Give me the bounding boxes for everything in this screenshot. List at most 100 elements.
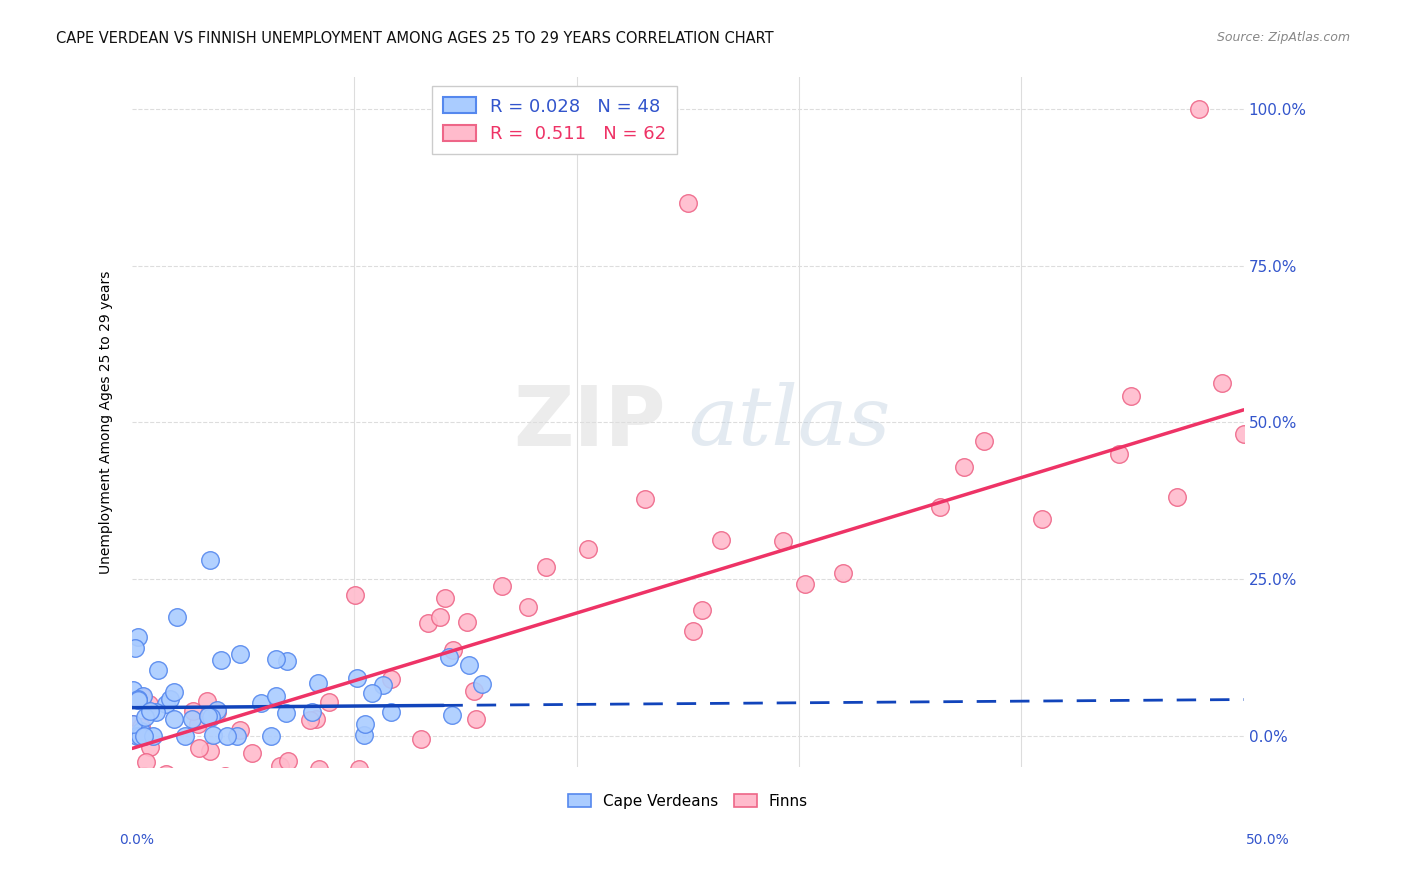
Point — [418, 616, 440, 631]
Point — [122, 682, 145, 697]
Point — [318, 695, 340, 709]
Point — [305, 712, 328, 726]
Point — [163, 712, 186, 726]
Point — [373, 678, 395, 692]
Point — [240, 747, 263, 761]
Point — [159, 692, 181, 706]
Point — [174, 729, 197, 743]
Point — [973, 434, 995, 448]
Point — [277, 754, 299, 768]
Point — [139, 739, 162, 754]
Text: 50.0%: 50.0% — [1246, 833, 1289, 847]
Point — [155, 698, 177, 712]
Point — [198, 744, 221, 758]
Point — [690, 603, 713, 617]
Point — [198, 553, 221, 567]
Point — [269, 758, 291, 772]
Point — [214, 770, 236, 784]
Point — [307, 676, 329, 690]
Point — [380, 673, 402, 687]
Point — [464, 712, 486, 726]
Point — [134, 769, 156, 783]
Point — [202, 728, 225, 742]
Point — [229, 723, 252, 737]
Point — [226, 729, 249, 743]
Point — [437, 650, 460, 665]
Point — [301, 706, 323, 720]
Point — [471, 677, 494, 691]
Point — [517, 600, 540, 615]
Point — [929, 500, 952, 514]
Point — [129, 724, 152, 739]
Point — [576, 542, 599, 557]
Point — [155, 767, 177, 781]
Point — [162, 684, 184, 698]
Point — [166, 609, 188, 624]
Point — [440, 707, 463, 722]
Point — [200, 709, 222, 723]
Point — [229, 647, 252, 661]
Point — [409, 731, 432, 746]
Point — [458, 657, 481, 672]
Point — [346, 671, 368, 685]
Point — [197, 709, 219, 723]
Point — [429, 609, 451, 624]
Point — [354, 717, 377, 731]
Point — [195, 694, 218, 708]
Point — [380, 705, 402, 719]
Point — [181, 712, 204, 726]
Text: atlas: atlas — [688, 383, 890, 462]
Point — [1211, 376, 1233, 391]
Point — [308, 762, 330, 776]
Point — [710, 533, 733, 547]
Point — [343, 588, 366, 602]
Point — [260, 729, 283, 743]
Point — [250, 696, 273, 710]
Point — [148, 663, 170, 677]
Point — [131, 690, 153, 704]
Point — [1119, 389, 1142, 403]
Point — [121, 717, 143, 731]
Point — [443, 642, 465, 657]
Text: ZIP: ZIP — [513, 382, 665, 463]
Point — [129, 729, 152, 743]
Point — [793, 577, 815, 591]
Point — [953, 459, 976, 474]
Point — [139, 704, 162, 718]
Point — [534, 559, 557, 574]
Point — [276, 655, 298, 669]
Text: CAPE VERDEAN VS FINNISH UNEMPLOYMENT AMONG AGES 25 TO 29 YEARS CORRELATION CHART: CAPE VERDEAN VS FINNISH UNEMPLOYMENT AMO… — [56, 31, 773, 46]
Point — [132, 689, 155, 703]
Point — [152, 779, 174, 793]
Point — [266, 652, 288, 666]
Point — [205, 705, 228, 719]
Point — [122, 727, 145, 741]
Point — [135, 756, 157, 770]
Text: 0.0%: 0.0% — [120, 833, 155, 847]
Point — [347, 763, 370, 777]
Point — [772, 533, 794, 548]
Point — [215, 729, 238, 743]
Point — [1166, 490, 1188, 504]
Point — [159, 779, 181, 793]
Point — [125, 729, 148, 743]
Point — [634, 491, 657, 506]
Point — [124, 640, 146, 655]
Y-axis label: Unemployment Among Ages 25 to 29 years: Unemployment Among Ages 25 to 29 years — [100, 270, 114, 574]
Point — [122, 717, 145, 731]
Point — [127, 630, 149, 644]
Point — [187, 741, 209, 756]
Point — [181, 704, 204, 718]
Point — [132, 729, 155, 743]
Point — [298, 713, 321, 727]
Point — [1108, 447, 1130, 461]
Point — [361, 686, 384, 700]
Point — [134, 710, 156, 724]
Point — [187, 716, 209, 731]
Point — [491, 580, 513, 594]
Point — [831, 566, 853, 580]
Point — [463, 684, 485, 698]
Legend: Cape Verdeans, Finns: Cape Verdeans, Finns — [562, 788, 814, 814]
Point — [682, 624, 704, 639]
Point — [205, 703, 228, 717]
